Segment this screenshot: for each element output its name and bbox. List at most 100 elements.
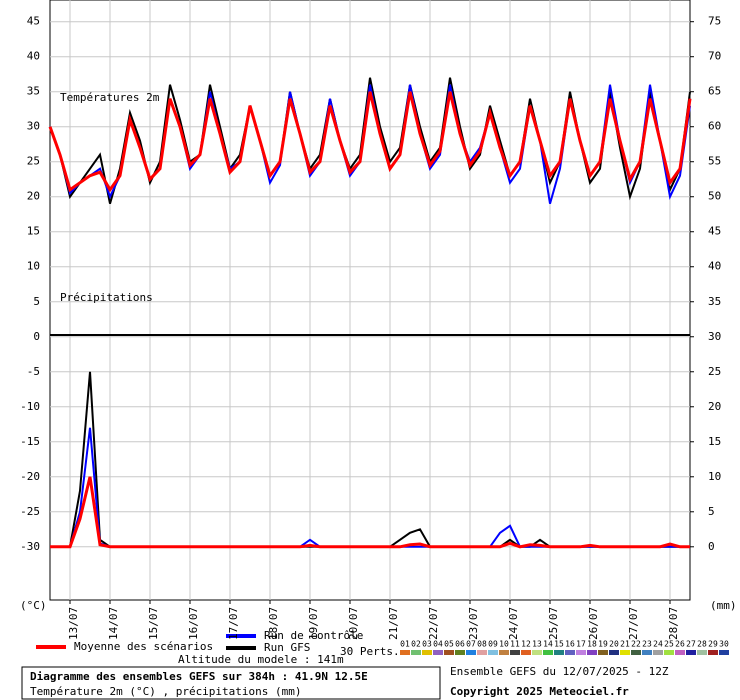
pert-swatch [675,650,685,655]
y-tick-label: -5 [27,365,40,378]
y2-tick-label: 30 [708,330,721,343]
y-tick-label: 25 [27,155,40,168]
series-line [48,91,692,193]
y-axis-label: (°C) [20,599,47,612]
legend-label: Moyenne des scénarios [74,640,213,653]
series-line [50,476,690,549]
pert-label: 03 [422,640,432,649]
x-tick-label: 14/07 [107,607,120,640]
pert-swatch [686,650,696,655]
legend-label: Run GFS [264,641,310,654]
y2-tick-label: 0 [708,540,715,553]
y2-tick-label: 75 [708,15,721,28]
pert-label: 26 [675,640,685,649]
x-tick-label: 27/07 [627,607,640,640]
y2-tick-label: 55 [708,155,721,168]
pert-swatch [664,650,674,655]
x-tick-label: 15/07 [147,607,160,640]
y2-tick-label: 35 [708,295,721,308]
x-tick-label: 16/07 [187,607,200,640]
y2-axis-label: (mm) [710,599,737,612]
pert-swatch [521,650,531,655]
pert-swatch [488,650,498,655]
pert-label: 17 [576,640,586,649]
subtitle: Température 2m (°C) , précipitations (mm… [30,685,302,698]
x-tick-label: 18/07 [267,607,280,640]
y2-tick-label: 10 [708,470,721,483]
perts-label: 30 Perts. [340,645,400,658]
pert-swatch [532,650,542,655]
pert-swatch [510,650,520,655]
y-tick-label: 30 [27,120,40,133]
pert-label: 02 [411,640,421,649]
y2-tick-label: 60 [708,120,721,133]
x-tick-label: 22/07 [427,607,440,640]
pert-label: 10 [499,640,509,649]
run-info: Ensemble GEFS du 12/07/2025 - 12Z [450,665,669,678]
pert-swatch [609,650,619,655]
pert-label: 04 [433,640,443,649]
pert-label: 08 [477,640,487,649]
x-tick-label: 21/07 [387,607,400,640]
pert-swatch [543,650,553,655]
y-tick-label: 40 [27,50,40,63]
x-tick-label: 26/07 [587,607,600,640]
pert-label: 28 [697,640,707,649]
x-tick-label: 25/07 [547,607,560,640]
x-tick-label: 17/07 [227,607,240,640]
pert-swatch [642,650,652,655]
y-tick-label: 0 [33,330,40,343]
altitude: Altitude du modele : 141m [178,653,344,666]
pert-label: 24 [653,640,663,649]
pert-label: 12 [521,640,531,649]
y2-tick-label: 70 [708,50,721,63]
pert-swatch [477,650,487,655]
pert-label: 16 [565,640,575,649]
pert-swatch [565,650,575,655]
pert-label: 27 [686,640,696,649]
y-tick-label: 10 [27,260,40,273]
y-tick-label: -10 [20,400,40,413]
pert-label: 15 [554,640,564,649]
y2-tick-label: 45 [708,225,721,238]
pert-label: 22 [631,640,641,649]
title-box [21,666,441,700]
x-tick-label: 24/07 [507,607,520,640]
pert-label: 25 [664,640,674,649]
pert-swatch [719,650,729,655]
y-tick-label: -25 [20,505,40,518]
pert-label: 20 [609,640,619,649]
pert-label: 18 [587,640,597,649]
y-tick-label: 20 [27,190,40,203]
pert-label: 14 [543,640,553,649]
pert-swatch [576,650,586,655]
y-tick-label: 45 [27,15,40,28]
precip-label: Précipitations [60,291,153,304]
x-tick-label: 13/07 [67,607,80,640]
x-tick-label: 19/07 [307,607,320,640]
title: Diagramme des ensembles GEFS sur 384h : … [30,670,368,683]
y2-tick-label: 5 [708,505,715,518]
y2-tick-label: 65 [708,85,721,98]
y-tick-label: -15 [20,435,40,448]
pert-label: 06 [455,640,465,649]
y2-tick-label: 20 [708,400,721,413]
y2-tick-label: 50 [708,190,721,203]
y-tick-label: 35 [27,85,40,98]
x-tick-label: 20/07 [347,607,360,640]
pert-swatch [422,650,432,655]
pert-swatch [620,650,630,655]
pert-label: 21 [620,640,630,649]
pert-label: 19 [598,640,608,649]
pert-swatch [697,650,707,655]
y-tick-label: 5 [33,295,40,308]
y2-tick-label: 25 [708,365,721,378]
pert-swatch [466,650,476,655]
pert-swatch [499,650,509,655]
pert-swatch [708,650,718,655]
y2-tick-label: 40 [708,260,721,273]
pert-label: 13 [532,640,542,649]
y-tick-label: -30 [20,540,40,553]
pert-swatch [444,650,454,655]
